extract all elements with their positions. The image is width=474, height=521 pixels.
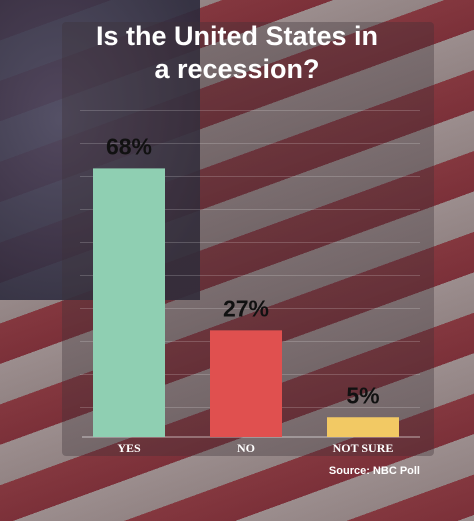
title-line: Is the United States in [96, 21, 378, 51]
bar [93, 168, 165, 437]
x-tick-label: NOT SURE [333, 441, 394, 455]
chart-title: Is the United States in a recession? [96, 21, 378, 84]
title-line: a recession? [154, 54, 319, 84]
x-tick-label: NO [237, 441, 255, 455]
value-label: 68% [106, 133, 152, 159]
value-label: 5% [346, 382, 379, 408]
x-tick-label: YES [117, 441, 141, 455]
bar [327, 417, 399, 437]
bar [210, 330, 282, 437]
value-label: 27% [223, 295, 269, 321]
source: Source: NBC Poll [329, 465, 420, 477]
